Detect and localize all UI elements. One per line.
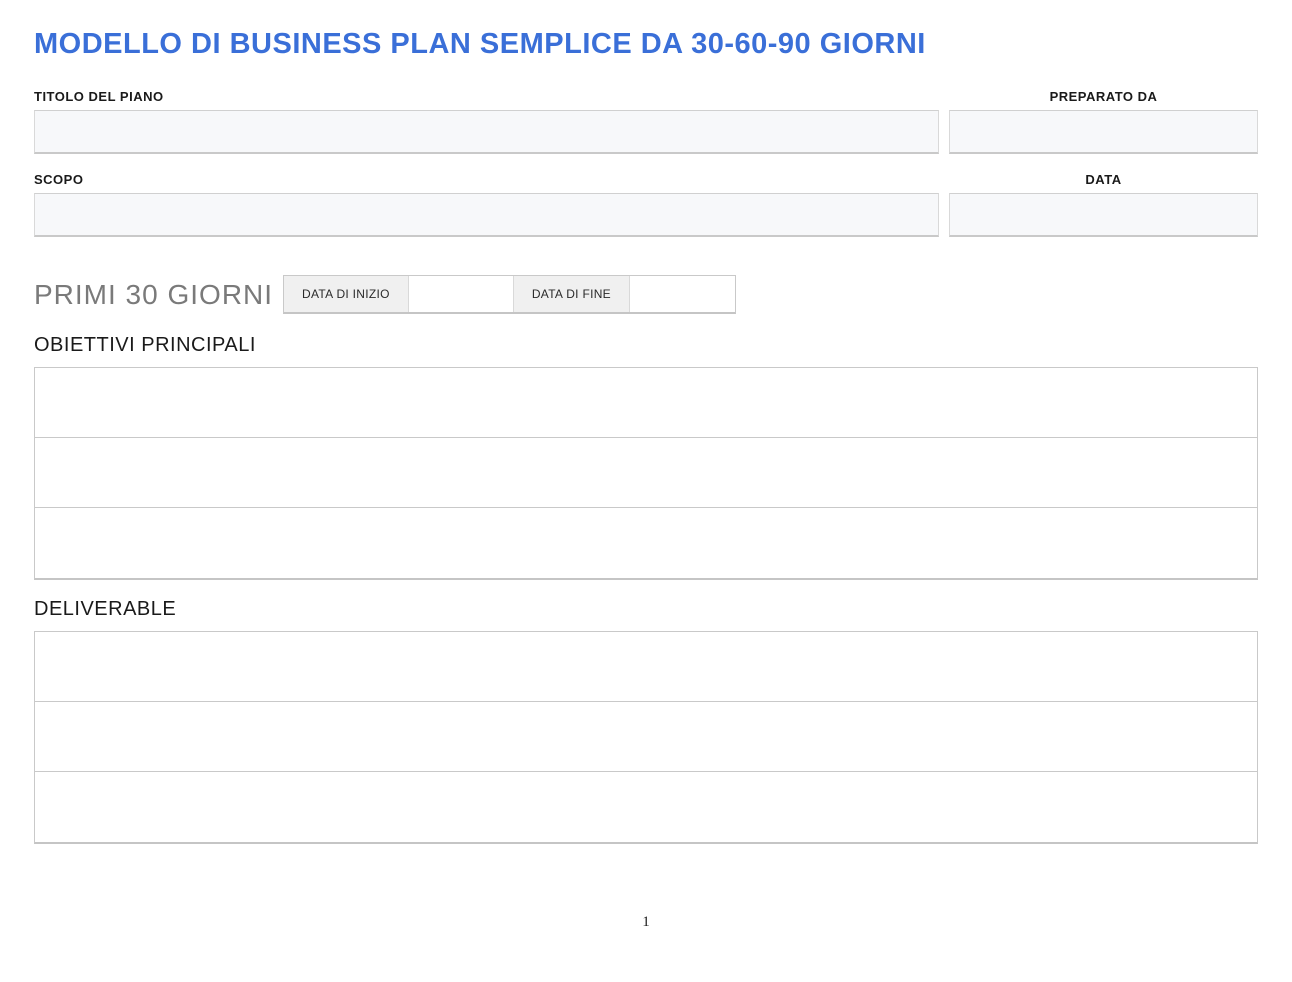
- page-number: 1: [34, 914, 1258, 931]
- plan-title-field: TITOLO DEL PIANO: [34, 89, 939, 154]
- section-30-date-group: DATA DI INIZIO DATA DI FINE: [283, 275, 736, 314]
- scope-input[interactable]: [34, 193, 939, 237]
- deliverable-row[interactable]: [35, 772, 1257, 842]
- date-field: DATA: [949, 172, 1258, 237]
- objective-row[interactable]: [35, 508, 1257, 578]
- scope-field: SCOPO: [34, 172, 939, 237]
- start-date-input[interactable]: [409, 276, 514, 312]
- objectives-group: [34, 367, 1258, 580]
- scope-label: SCOPO: [34, 172, 939, 187]
- meta-row-scope: SCOPO DATA: [34, 172, 1258, 237]
- prepared-by-field: PREPARATO DA: [949, 89, 1258, 154]
- prepared-by-input[interactable]: [949, 110, 1258, 154]
- date-label: DATA: [949, 172, 1258, 187]
- plan-title-label: TITOLO DEL PIANO: [34, 89, 939, 104]
- date-input[interactable]: [949, 193, 1258, 237]
- deliverables-group: [34, 631, 1258, 844]
- start-date-label: DATA DI INIZIO: [284, 276, 409, 312]
- objective-row[interactable]: [35, 438, 1257, 508]
- deliverable-row[interactable]: [35, 702, 1257, 772]
- objectives-title: OBIETTIVI PRINCIPALI: [34, 334, 1258, 357]
- end-date-label: DATA DI FINE: [514, 276, 630, 312]
- deliverable-row[interactable]: [35, 632, 1257, 702]
- prepared-by-label: PREPARATO DA: [949, 89, 1258, 104]
- end-date-input[interactable]: [630, 276, 735, 312]
- plan-title-input[interactable]: [34, 110, 939, 154]
- section-30-header: PRIMI 30 GIORNI DATA DI INIZIO DATA DI F…: [34, 275, 1258, 314]
- meta-row-title: TITOLO DEL PIANO PREPARATO DA: [34, 89, 1258, 154]
- objective-row[interactable]: [35, 368, 1257, 438]
- section-30-title: PRIMI 30 GIORNI: [34, 279, 273, 311]
- document-title: MODELLO DI BUSINESS PLAN SEMPLICE DA 30-…: [34, 28, 1258, 61]
- deliverables-title: DELIVERABLE: [34, 598, 1258, 621]
